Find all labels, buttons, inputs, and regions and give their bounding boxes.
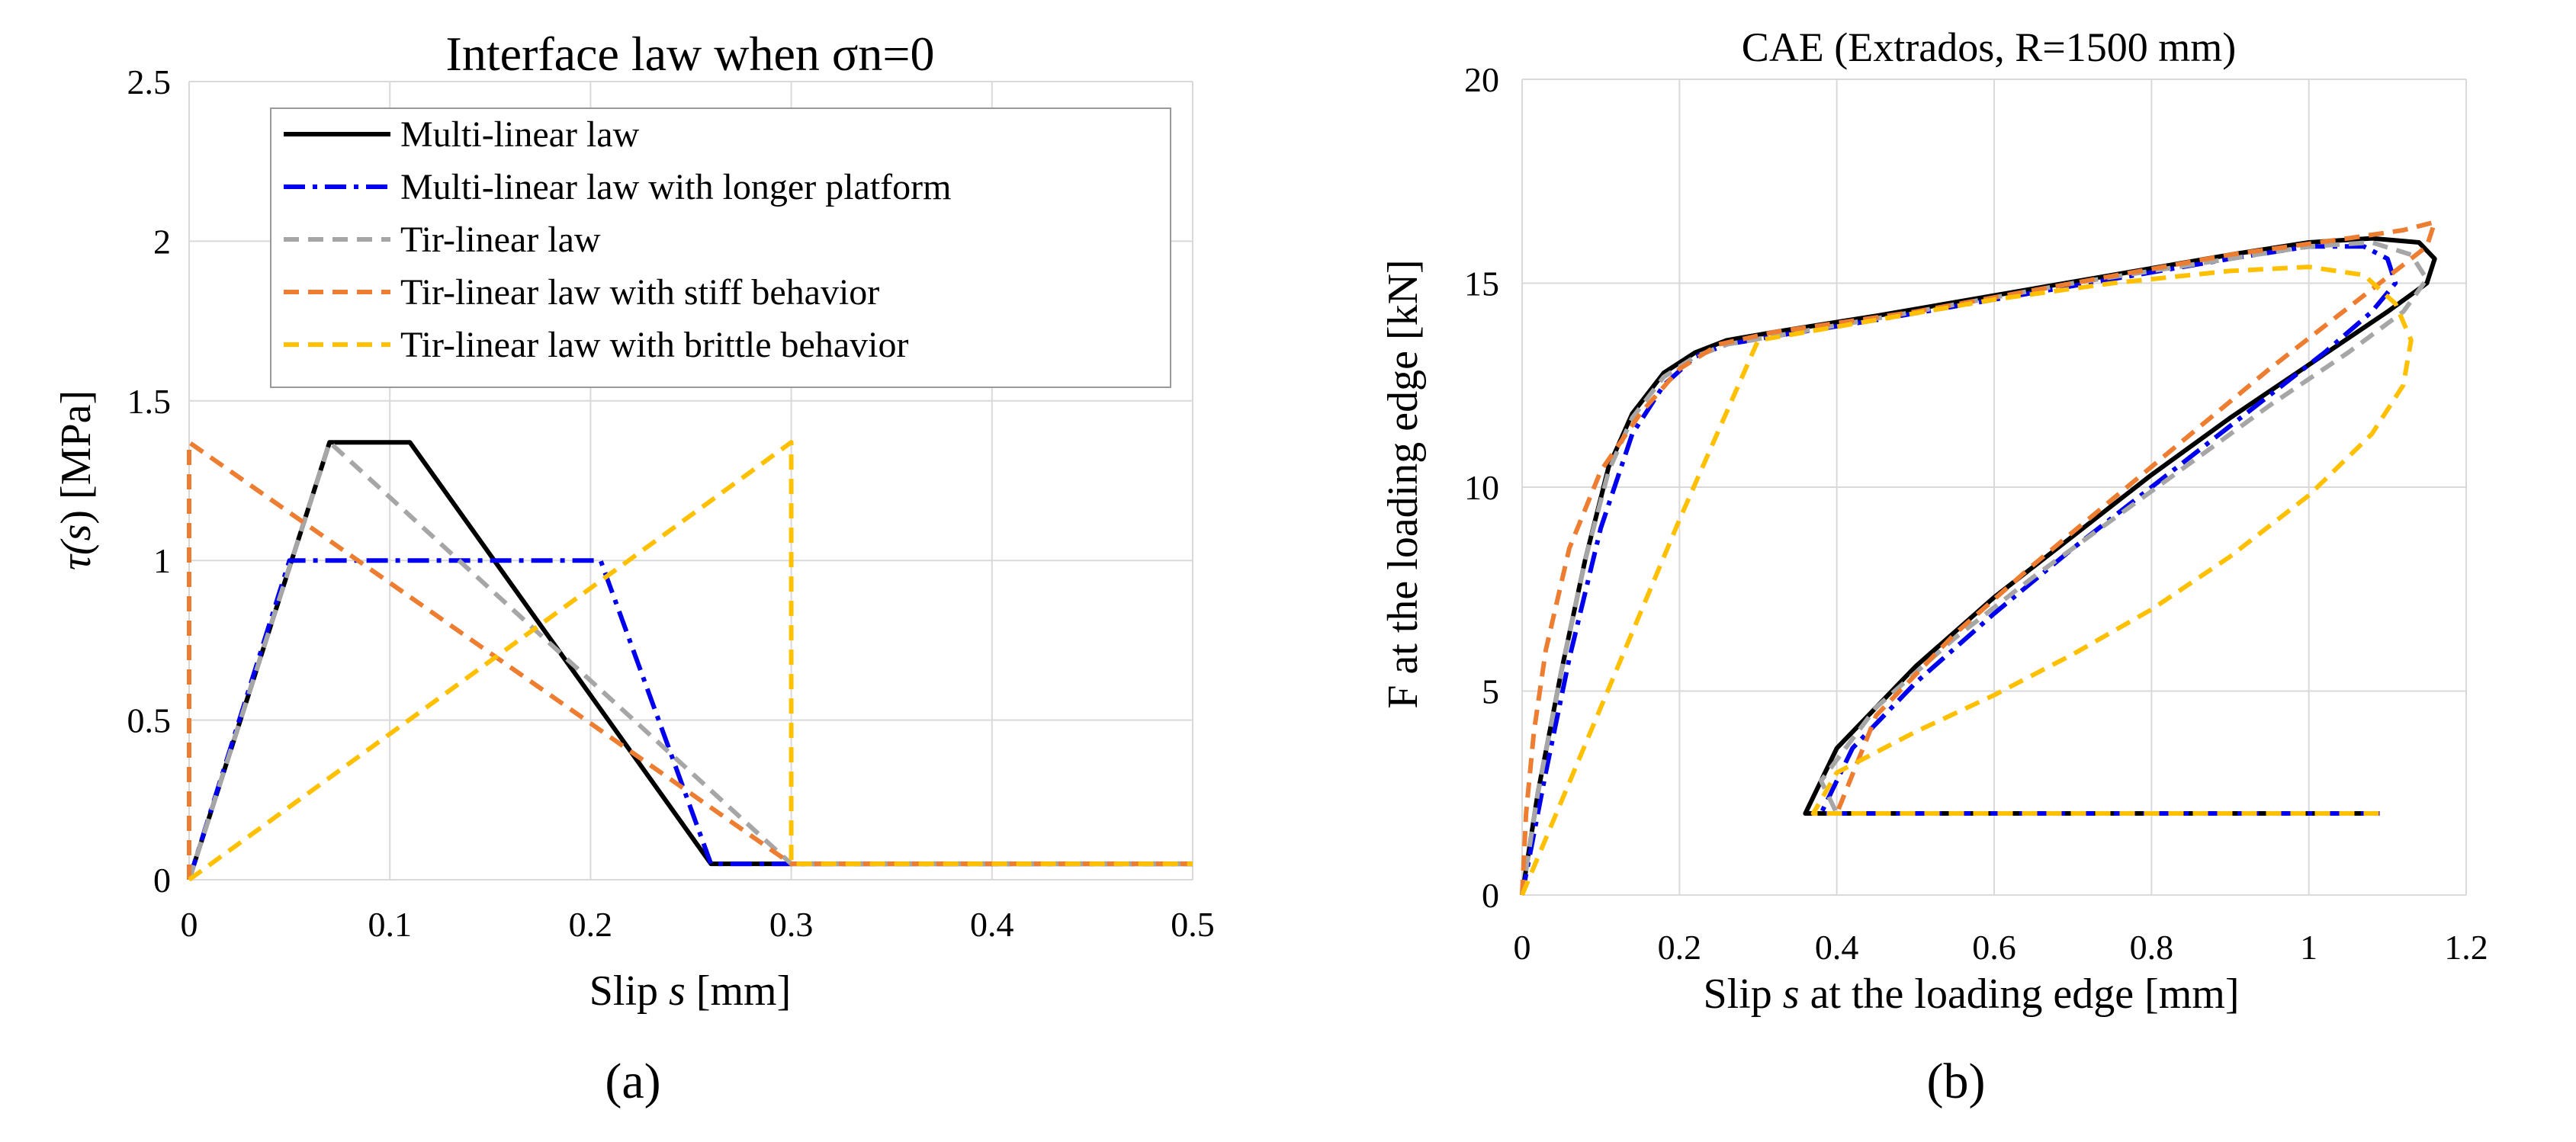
- chart-a-y-tick-labels: 0 0.5 1 1.5 2 2.5: [127, 63, 172, 900]
- y-tick-label: 1: [153, 541, 171, 580]
- x-tick-label: 1: [2300, 928, 2317, 967]
- x-tick-label: 0.6: [1972, 928, 2016, 967]
- legend-label-1: Multi-linear law with longer platform: [400, 167, 951, 207]
- series-line-2: [1520, 240, 2430, 896]
- chart-a-ylabel-tau: τ(: [53, 538, 100, 570]
- x-tick-label: 0.2: [1658, 928, 1702, 967]
- legend-label-4: Tir-linear law with brittle behavior: [400, 325, 908, 365]
- chart-b-xlabel: Slip s at the loading edge [mm]: [1704, 970, 2240, 1018]
- chart-a-series: [187, 440, 1193, 882]
- chart-b-y-tick-labels: 0 5 10 15 20: [1464, 60, 1499, 915]
- chart-b-x-tick-labels: 0 0.2 0.4 0.6 0.8 1 1.2: [1514, 928, 2488, 967]
- y-tick-label: 1.5: [127, 382, 172, 421]
- chart-a-ylabel: τ(s) [MPa]: [53, 390, 100, 570]
- y-tick-label: 2: [153, 222, 171, 261]
- x-tick-label: 0.2: [569, 905, 613, 944]
- chart-b-xlabel-italic: s: [1783, 970, 1800, 1018]
- series-line-1: [1520, 244, 2398, 896]
- chart-a-ylabel-rest: ) [MPa]: [53, 390, 100, 524]
- chart-b-xlabel-suffix: at the loading edge [mm]: [1800, 970, 2240, 1018]
- y-tick-label: 20: [1464, 60, 1499, 99]
- x-tick-label: 0.4: [970, 905, 1014, 944]
- legend-label-0: Multi-linear law: [400, 114, 640, 155]
- chart-a-ylabel-s: s: [53, 524, 100, 541]
- panel-b-label: (b): [1927, 1054, 1986, 1109]
- y-tick-label: 0: [1482, 876, 1499, 915]
- series-line-4: [1520, 265, 2414, 897]
- chart-a-xlabel-suffix: [mm]: [686, 967, 791, 1015]
- y-tick-label: 5: [1482, 672, 1499, 711]
- panel-a-label: (a): [605, 1054, 660, 1109]
- chart-b-ylabel: F at the loading edge [kN]: [1380, 259, 1427, 708]
- y-tick-label: 15: [1464, 265, 1499, 303]
- chart-a-xlabel-prefix: Slip: [589, 967, 669, 1015]
- chart-a-xlabel-italic: s: [669, 967, 686, 1015]
- x-tick-label: 0: [1514, 928, 1531, 967]
- x-tick-label: 0: [181, 905, 198, 944]
- x-tick-label: 0.5: [1171, 905, 1215, 944]
- series-line-0: [1520, 236, 2437, 896]
- chart-a: Interface law when σn=0 0 0.5 1 1.5 2 2.5 0 0.…: [53, 27, 1215, 1109]
- x-tick-label: 0.3: [769, 905, 814, 944]
- series-line-2: [187, 440, 1193, 881]
- chart-a-title: Interface law when σn=0: [446, 27, 935, 81]
- series-line-4: [188, 440, 1193, 882]
- x-tick-label: 0.4: [1815, 928, 1859, 967]
- series-line-3: [1520, 220, 2437, 896]
- legend-box: [270, 107, 1171, 388]
- x-tick-label: 0.8: [2130, 928, 2174, 967]
- y-tick-label: 0: [153, 861, 171, 900]
- y-tick-label: 0.5: [127, 701, 172, 740]
- chart-b-xlabel-prefix: Slip: [1704, 970, 1783, 1018]
- chart-a-x-tick-labels: 0 0.1 0.2 0.3 0.4 0.5: [181, 905, 1215, 944]
- y-tick-label: 2.5: [127, 63, 172, 101]
- chart-b-series: [1520, 220, 2437, 897]
- chart-a-xlabel: Slip s [mm]: [589, 967, 791, 1015]
- legend-label-3: Tir-linear law with stiff behavior: [400, 272, 879, 313]
- chart-b-gridlines: [1521, 79, 2467, 896]
- chart-a-legend: Multi-linear law Multi-linear law with lo…: [270, 107, 1171, 388]
- x-tick-label: 0.1: [368, 905, 412, 944]
- chart-b-title: CAE (Extrados, R=1500 mm): [1742, 24, 2236, 70]
- x-tick-label: 1.2: [2444, 928, 2488, 967]
- y-tick-label: 10: [1464, 468, 1499, 507]
- legend-label-2: Tir-linear law: [400, 220, 601, 260]
